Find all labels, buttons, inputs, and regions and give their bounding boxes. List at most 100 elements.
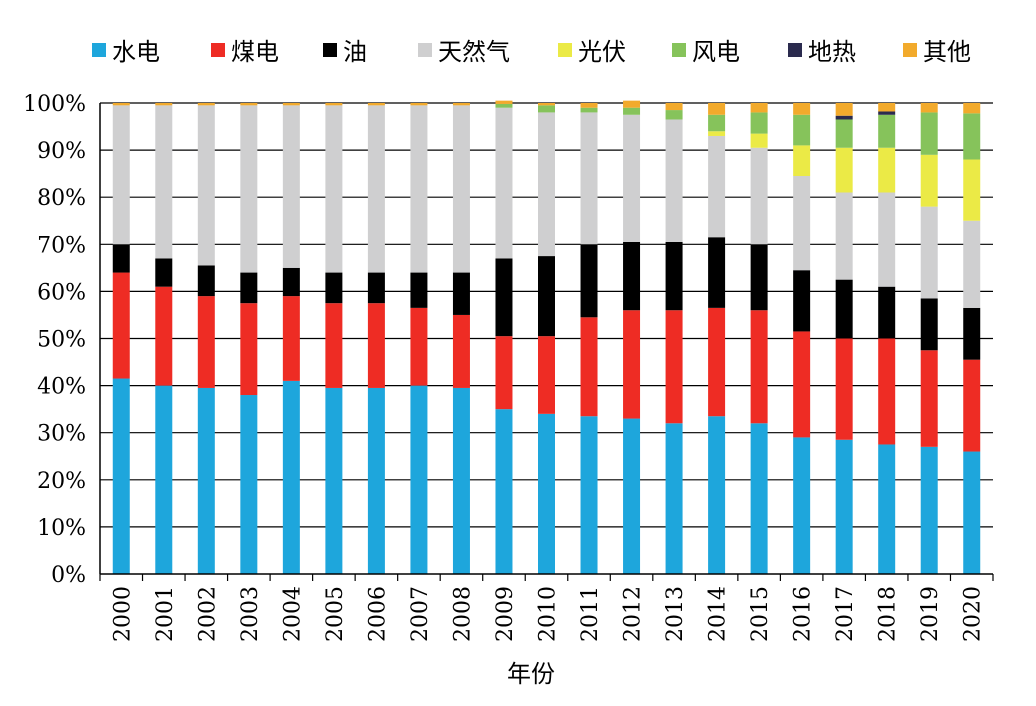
bar-segment <box>452 105 470 273</box>
x-tick-label: 2005 <box>323 586 348 642</box>
bar-segment <box>750 112 768 134</box>
bar-segment <box>580 103 598 108</box>
bar-segment <box>197 103 215 106</box>
bar-segment <box>793 437 811 574</box>
bar-segment <box>835 279 853 339</box>
bar-segment <box>920 154 938 207</box>
legend-swatch <box>323 43 337 57</box>
bar-segment <box>367 105 385 273</box>
bar-segment <box>878 114 896 148</box>
bar-segment <box>793 270 811 332</box>
bar-segment <box>665 310 683 424</box>
bar-segment <box>835 147 853 193</box>
bar-segment <box>750 310 768 424</box>
bar-segment <box>112 103 130 106</box>
bar-segment <box>282 296 300 381</box>
bar-segment <box>155 286 173 386</box>
bar-segment <box>623 241 641 311</box>
bar-segment <box>452 103 470 106</box>
bar-segment <box>793 331 811 438</box>
y-tick-label: 90% <box>37 139 86 164</box>
bar-segment <box>623 310 641 419</box>
x-tick-label: 2007 <box>408 586 433 642</box>
bar-segment <box>580 317 598 417</box>
bar-segment <box>835 115 853 120</box>
bar-segment <box>452 272 470 315</box>
y-tick-label: 100% <box>23 92 86 117</box>
bar-segment <box>240 105 258 273</box>
bar-segment <box>325 105 343 273</box>
legend-swatch <box>788 43 802 57</box>
bar-segment <box>325 303 343 388</box>
bar-segment <box>665 119 683 242</box>
bar-segment <box>155 258 173 287</box>
bar-segment <box>835 338 853 440</box>
x-tick-label: 2004 <box>280 586 305 642</box>
bar-segment <box>240 395 258 574</box>
x-tick-label: 2003 <box>238 586 263 642</box>
y-tick-label: 50% <box>37 328 86 353</box>
bar-segment <box>367 387 385 574</box>
bar-segment <box>452 387 470 574</box>
bar-segment <box>963 359 981 452</box>
legend-label: 光伏 <box>578 38 626 66</box>
legend-swatch <box>903 43 917 57</box>
bar-segment <box>197 296 215 388</box>
bar-segment <box>155 385 173 574</box>
bar-segment <box>963 307 981 360</box>
bar-segment <box>750 133 768 148</box>
bar-segment <box>367 103 385 106</box>
bar-segment <box>963 113 981 160</box>
legend-label: 水电 <box>112 38 160 66</box>
bar-segment <box>793 176 811 271</box>
bar-segment <box>495 336 513 410</box>
x-tick-label: 2017 <box>833 586 858 642</box>
bar-segment <box>665 103 683 111</box>
bar-segment <box>580 244 598 318</box>
y-tick-label: 60% <box>37 280 86 305</box>
x-tick-label: 2019 <box>918 586 943 642</box>
x-tick-label: 2020 <box>961 586 986 642</box>
bar-segment <box>325 387 343 574</box>
bar-segment <box>580 107 598 113</box>
bar-segment <box>920 112 938 155</box>
bar-segment <box>325 272 343 304</box>
legend-swatch <box>418 43 432 57</box>
bar-segment <box>410 103 428 106</box>
x-tick-label: 2014 <box>706 586 731 642</box>
x-tick-label: 2008 <box>450 586 475 642</box>
bar-segment <box>878 444 896 574</box>
bar-segment <box>750 423 768 574</box>
legend-label: 天然气 <box>438 38 510 66</box>
bar-segment <box>835 439 853 574</box>
bar-segment <box>410 272 428 308</box>
y-tick-label: 70% <box>37 233 86 258</box>
bar-segment <box>623 114 641 242</box>
bar-segment <box>963 451 981 574</box>
bar-segment <box>708 307 726 417</box>
y-tick-label: 10% <box>37 516 86 541</box>
bar-segment <box>538 256 555 337</box>
bar-segment <box>793 114 811 146</box>
x-tick-label: 2000 <box>110 586 135 642</box>
bar-segment <box>580 112 598 245</box>
bar-segment <box>835 119 853 148</box>
bar-segment <box>708 114 726 132</box>
axes <box>99 103 994 581</box>
bar-segment <box>112 272 130 379</box>
x-tick-label: 2015 <box>748 586 773 642</box>
legend-label: 煤电 <box>231 38 279 66</box>
bar-segment <box>623 107 641 115</box>
x-axis-label: 年份 <box>507 660 555 688</box>
legend-swatch <box>211 43 225 57</box>
bar-segment <box>282 380 300 574</box>
x-tick-label: 2011 <box>578 586 603 642</box>
bar-segment <box>325 103 343 106</box>
bar-segment <box>495 100 513 104</box>
bar-segment <box>878 192 896 287</box>
bar-segment <box>793 103 811 115</box>
bar-segment <box>282 105 300 268</box>
legend-label: 风电 <box>692 38 740 66</box>
bar-segment <box>878 338 896 445</box>
